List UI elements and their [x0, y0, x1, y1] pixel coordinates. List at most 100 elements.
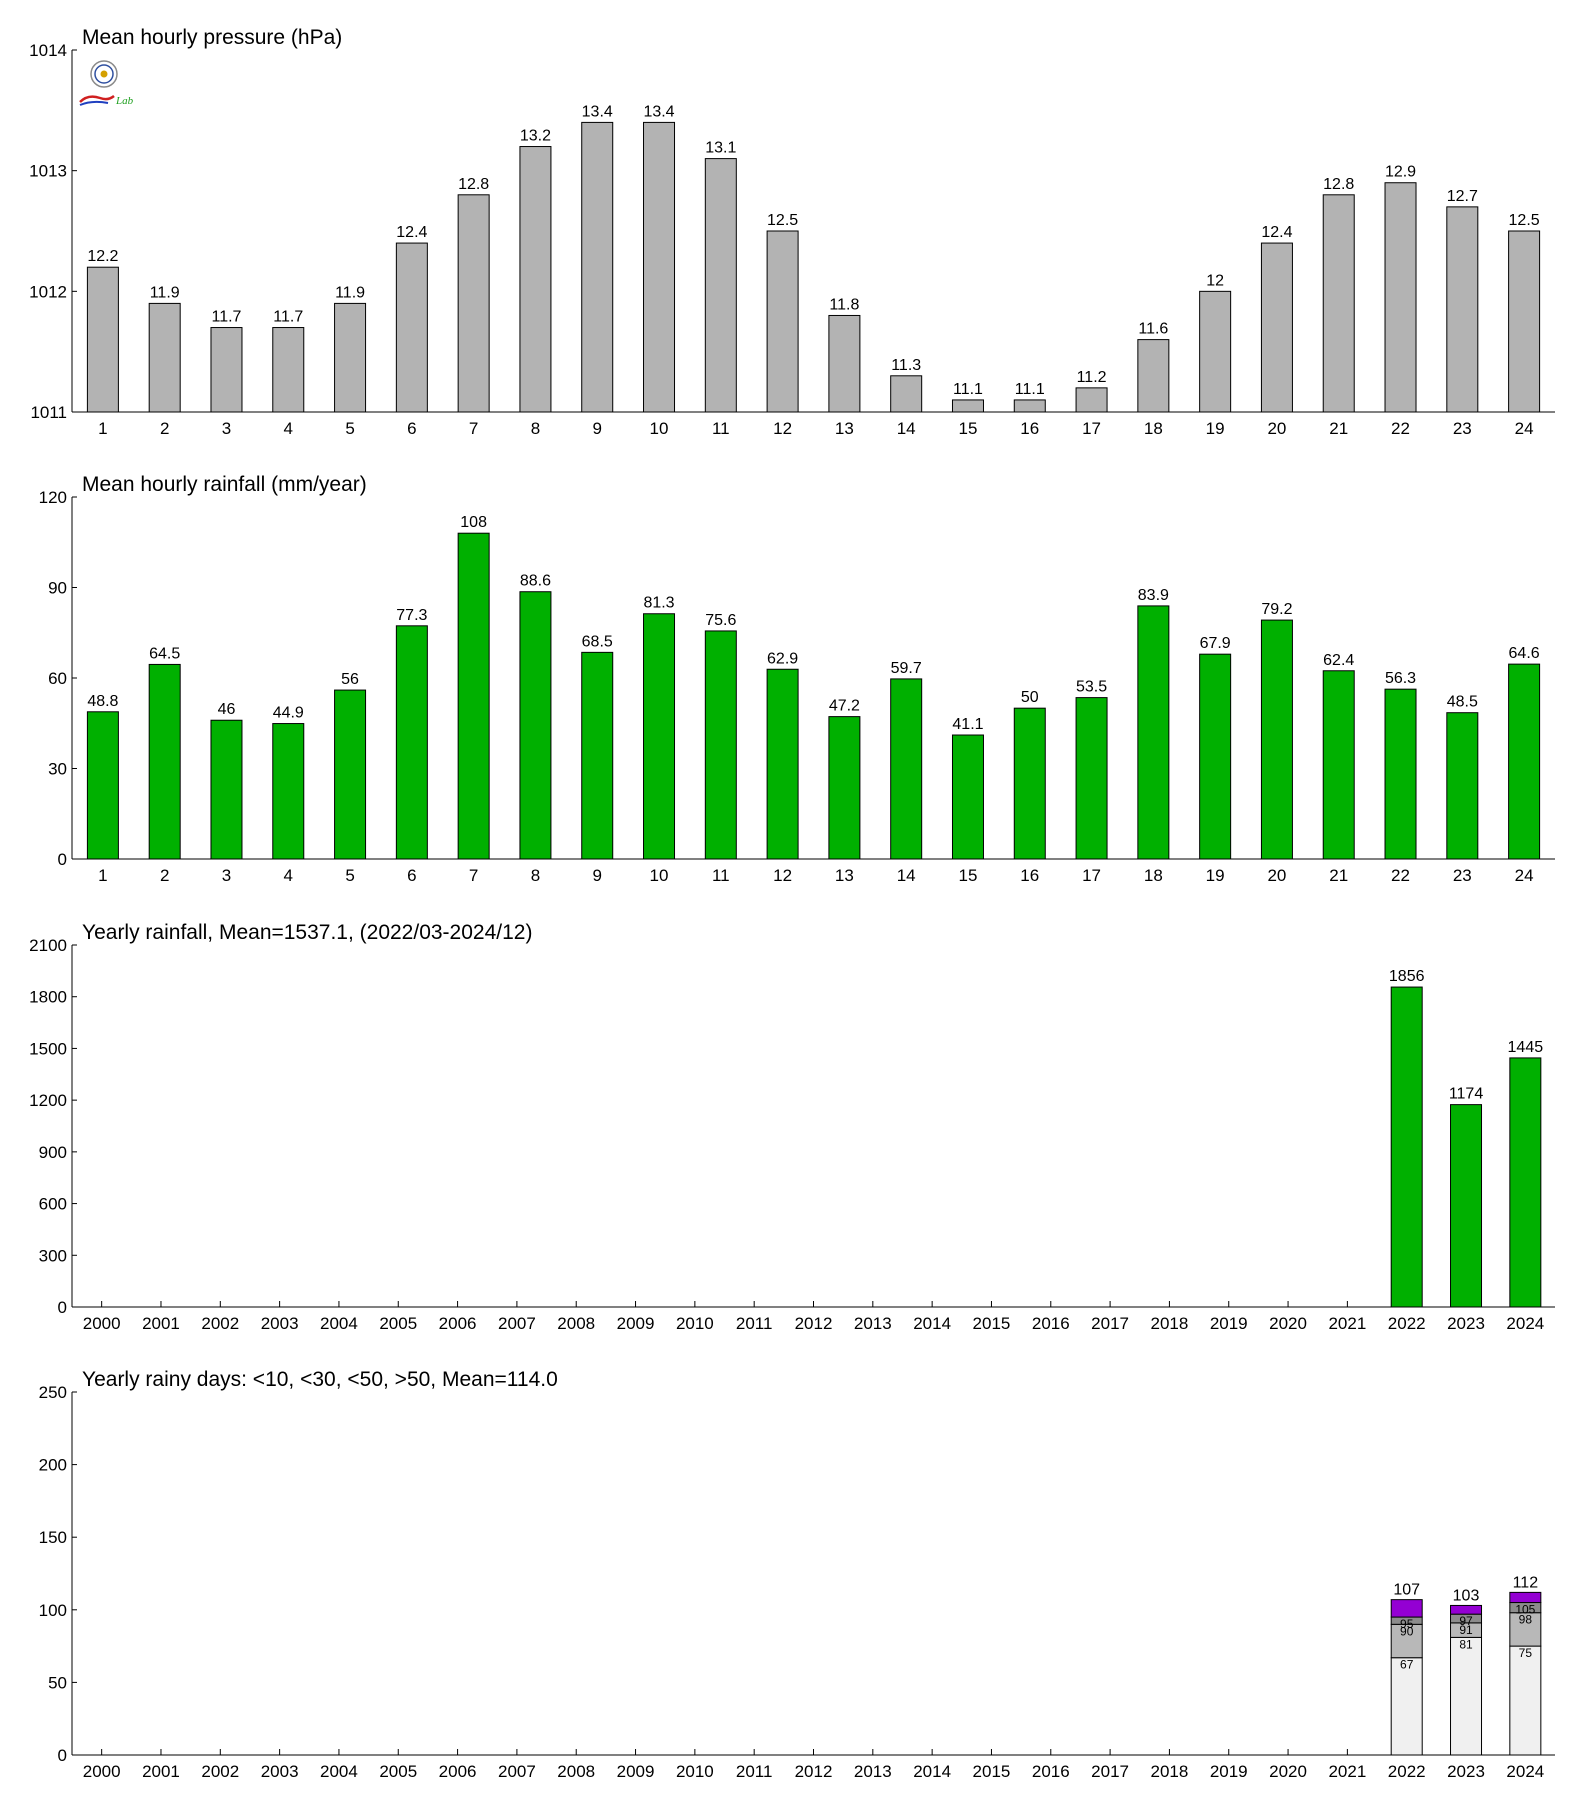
panel1-bar: [1013, 399, 1046, 413]
panel2-x-tick-label: 20: [1267, 866, 1286, 885]
panel3-x-tick-label: 2020: [1269, 1314, 1307, 1333]
panel4-x-tick-label: 2007: [498, 1762, 536, 1781]
panel4-x-tick-label: 2009: [617, 1762, 655, 1781]
panel4-x-tick-label: 2006: [439, 1762, 477, 1781]
panel2-x-tick-label: 1: [98, 866, 107, 885]
panel4-y-tick-label: 100: [39, 1601, 67, 1620]
panel2-bar: [1384, 688, 1417, 860]
panel4-segment-label: 67: [1400, 1658, 1414, 1672]
panel1-bar: [951, 399, 984, 413]
panel3-data-label: 1174: [1449, 1086, 1484, 1103]
panel3-x-tick-label: 2022: [1388, 1314, 1426, 1333]
panel1-data-label: 11.1: [1015, 381, 1045, 398]
panel2-bar: [334, 689, 367, 860]
panel1-bar: [704, 158, 737, 413]
panel4-x-tick-label: 2015: [973, 1762, 1011, 1781]
panel1-y-tick-label: 1012: [29, 282, 67, 301]
panel3-y-tick-label: 2100: [29, 936, 67, 955]
panel2-bar: [581, 651, 614, 860]
panel2-bar: [86, 711, 119, 860]
panel4-title: Yearly rainy days: <10, <30, <50, >50, M…: [82, 1368, 558, 1391]
panel3-x-tick-label: 2010: [676, 1314, 714, 1333]
panel1-x-tick-label: 8: [531, 419, 540, 438]
panel3-x-tick-label: 2015: [973, 1314, 1011, 1333]
panel3-bar: [1450, 1104, 1483, 1308]
panel4-x-tick-label: 2022: [1388, 1762, 1426, 1781]
panel2-x-tick-label: 24: [1515, 866, 1534, 885]
panel2-x-tick-label: 21: [1329, 866, 1348, 885]
panel2-bar: [643, 613, 676, 860]
panel2-data-label: 47.2: [829, 698, 860, 715]
panel1-data-label: 12.4: [1261, 224, 1292, 241]
panel1-data-label: 11.7: [273, 309, 303, 326]
panel1-bar: [519, 146, 552, 413]
panel2-title: Mean hourly rainfall (mm/year): [82, 473, 367, 496]
panel1-bar: [457, 194, 490, 413]
panel4-stack-segment: [1390, 1599, 1423, 1618]
panel2-x-tick-label: 12: [773, 866, 792, 885]
panel1-data-label: 11.2: [1077, 369, 1107, 386]
panel2-data-label: 64.5: [149, 645, 180, 662]
panel3-x-tick-label: 2011: [736, 1314, 773, 1333]
panel1-bar: [86, 266, 119, 413]
panel1-bar: [1260, 242, 1293, 413]
panel3-x-tick-label: 2007: [498, 1314, 536, 1333]
panel2-x-tick-label: 15: [959, 866, 978, 885]
panel1-bar: [828, 314, 861, 413]
panel4-x-tick-label: 2013: [854, 1762, 892, 1781]
panel1-data-label: 11.6: [1138, 321, 1168, 338]
panel2-bar: [1508, 663, 1541, 860]
panel1-x-tick-label: 18: [1144, 419, 1163, 438]
panel4-x-tick-label: 2011: [736, 1762, 773, 1781]
panel2-data-label: 59.7: [891, 660, 922, 677]
panel1-data-label: 12.5: [767, 212, 798, 229]
panel3-x-tick-label: 2017: [1091, 1314, 1129, 1333]
panel1-data-label: 12.9: [1385, 164, 1416, 181]
panel3-bar: [1509, 1057, 1542, 1308]
panel4-total-label: 107: [1393, 1582, 1420, 1599]
panel1-y-tick-label: 1013: [29, 162, 67, 181]
panel4-segment-label: 91: [1459, 1623, 1473, 1637]
panel1-bar: [1199, 290, 1232, 413]
panel2-data-label: 62.9: [767, 650, 798, 667]
panel1-data-label: 13.2: [520, 128, 551, 145]
panel2-x-tick-label: 4: [284, 866, 293, 885]
panel3-title: Yearly rainfall, Mean=1537.1, (2022/03-2…: [82, 921, 532, 944]
panel1-data-label: 11.3: [891, 357, 921, 374]
panel2-bar: [951, 734, 984, 860]
panel4-x-tick-label: 2010: [676, 1762, 714, 1781]
panel3-x-tick-label: 2006: [439, 1314, 477, 1333]
panel2-x-tick-label: 14: [897, 866, 916, 885]
panel4-x-tick-label: 2018: [1151, 1762, 1189, 1781]
panel4-x-tick-label: 2023: [1447, 1762, 1485, 1781]
panel2-y-tick-label: 0: [58, 850, 67, 869]
panel1-data-label: 12.5: [1509, 212, 1540, 229]
panel4-x-tick-label: 2008: [557, 1762, 595, 1781]
panel2-x-tick-label: 8: [531, 866, 540, 885]
panel1-bar: [148, 302, 181, 413]
panel2-x-tick-label: 3: [222, 866, 231, 885]
panel4-x-tick-label: 2002: [201, 1762, 239, 1781]
panel1-x-tick-label: 20: [1267, 419, 1286, 438]
panel1-data-label: 11.9: [150, 284, 180, 301]
panel2-x-tick-label: 16: [1020, 866, 1039, 885]
panel2-bar: [519, 591, 552, 860]
panel1-x-tick-label: 9: [592, 419, 601, 438]
panel4-x-tick-label: 2005: [379, 1762, 417, 1781]
panel2-data-label: 50: [1021, 689, 1039, 706]
panel3-y-tick-label: 300: [39, 1246, 67, 1265]
panel1-x-tick-label: 19: [1206, 419, 1225, 438]
panel1-bar: [272, 327, 305, 413]
panel2-data-label: 68.5: [582, 633, 613, 650]
panel1-data-label: 12.8: [458, 176, 489, 193]
panel2-data-label: 64.6: [1509, 645, 1540, 662]
panel3-x-tick-label: 2003: [261, 1314, 299, 1333]
panel1-title: Mean hourly pressure (hPa): [82, 26, 342, 49]
panel3-x-tick-label: 2002: [201, 1314, 239, 1333]
panel4-segment-label: 75: [1519, 1646, 1533, 1660]
panel4-x-tick-label: 2000: [83, 1762, 121, 1781]
panel2-x-tick-label: 5: [345, 866, 354, 885]
panel1-data-label: 13.4: [582, 103, 613, 120]
panel1-x-tick-label: 2: [160, 419, 169, 438]
panel4-y-tick-label: 200: [39, 1456, 67, 1475]
